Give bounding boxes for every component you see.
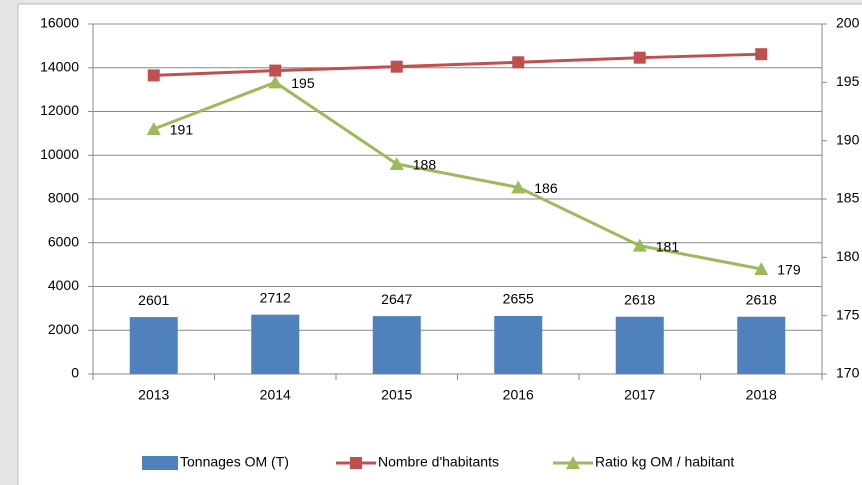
point [511, 180, 526, 194]
y2-tick-label: 180 [836, 248, 860, 264]
point [633, 51, 646, 64]
x-tick-label: 2013 [138, 387, 169, 403]
bar [615, 316, 664, 374]
point [389, 157, 404, 170]
y-tick-label: 14000 [40, 58, 79, 74]
y-tick-label: 12000 [40, 102, 79, 118]
point-label: 181 [656, 238, 680, 254]
point [632, 238, 647, 252]
y2-tick-label: 190 [836, 131, 860, 147]
y2-tick-label: 170 [836, 365, 860, 381]
point [390, 60, 403, 73]
bar [737, 316, 786, 374]
x-tick-label: 2017 [624, 387, 655, 403]
point-label: 191 [170, 122, 194, 138]
point-label: 186 [534, 180, 558, 196]
x-tick-label: 2018 [746, 387, 777, 403]
bar-label: 2601 [138, 292, 169, 308]
bar [251, 314, 300, 374]
bar [129, 317, 178, 374]
y2-tick-label: 175 [836, 306, 860, 322]
y2-tick-label: 200 [836, 15, 860, 31]
y-tick-label: 16000 [40, 15, 79, 31]
bar [372, 316, 421, 374]
legend-swatch [142, 456, 178, 470]
bar-label: 2655 [503, 291, 534, 307]
point [512, 56, 525, 69]
x-tick-label: 2014 [260, 387, 291, 403]
legend-marker [350, 457, 362, 469]
x-tick-label: 2016 [503, 387, 534, 403]
y2-tick-label: 195 [836, 73, 860, 89]
line [153, 52, 762, 77]
legend-marker [566, 456, 580, 469]
point [269, 64, 282, 77]
point-label: 188 [413, 157, 437, 173]
bar-label: 2618 [746, 291, 777, 307]
bar-label: 2647 [381, 291, 412, 307]
point [147, 69, 160, 82]
point [755, 48, 768, 61]
y-tick-label: 2000 [48, 321, 79, 337]
y-tick-label: 6000 [48, 233, 79, 249]
y-tick-label: 10000 [40, 146, 79, 162]
chart-background [17, 3, 862, 485]
y-tick-label: 4000 [48, 277, 79, 293]
point [754, 262, 769, 275]
bar-label: 2618 [624, 291, 655, 307]
y-tick-label: 0 [71, 365, 79, 381]
legend-label: Tonnages OM (T) [180, 454, 289, 470]
point-label: 195 [291, 75, 315, 91]
line [153, 80, 762, 271]
legend-label: Ratio kg OM / habitant [595, 454, 734, 470]
point-label: 179 [777, 262, 801, 278]
y2-tick-label: 185 [836, 190, 860, 206]
bar [494, 315, 543, 374]
point [268, 75, 283, 89]
point [146, 122, 161, 135]
bar-label: 2712 [260, 289, 291, 305]
x-tick-label: 2015 [381, 387, 412, 403]
legend-label: Nombre d'habitants [378, 454, 499, 470]
y-tick-label: 8000 [48, 190, 79, 206]
